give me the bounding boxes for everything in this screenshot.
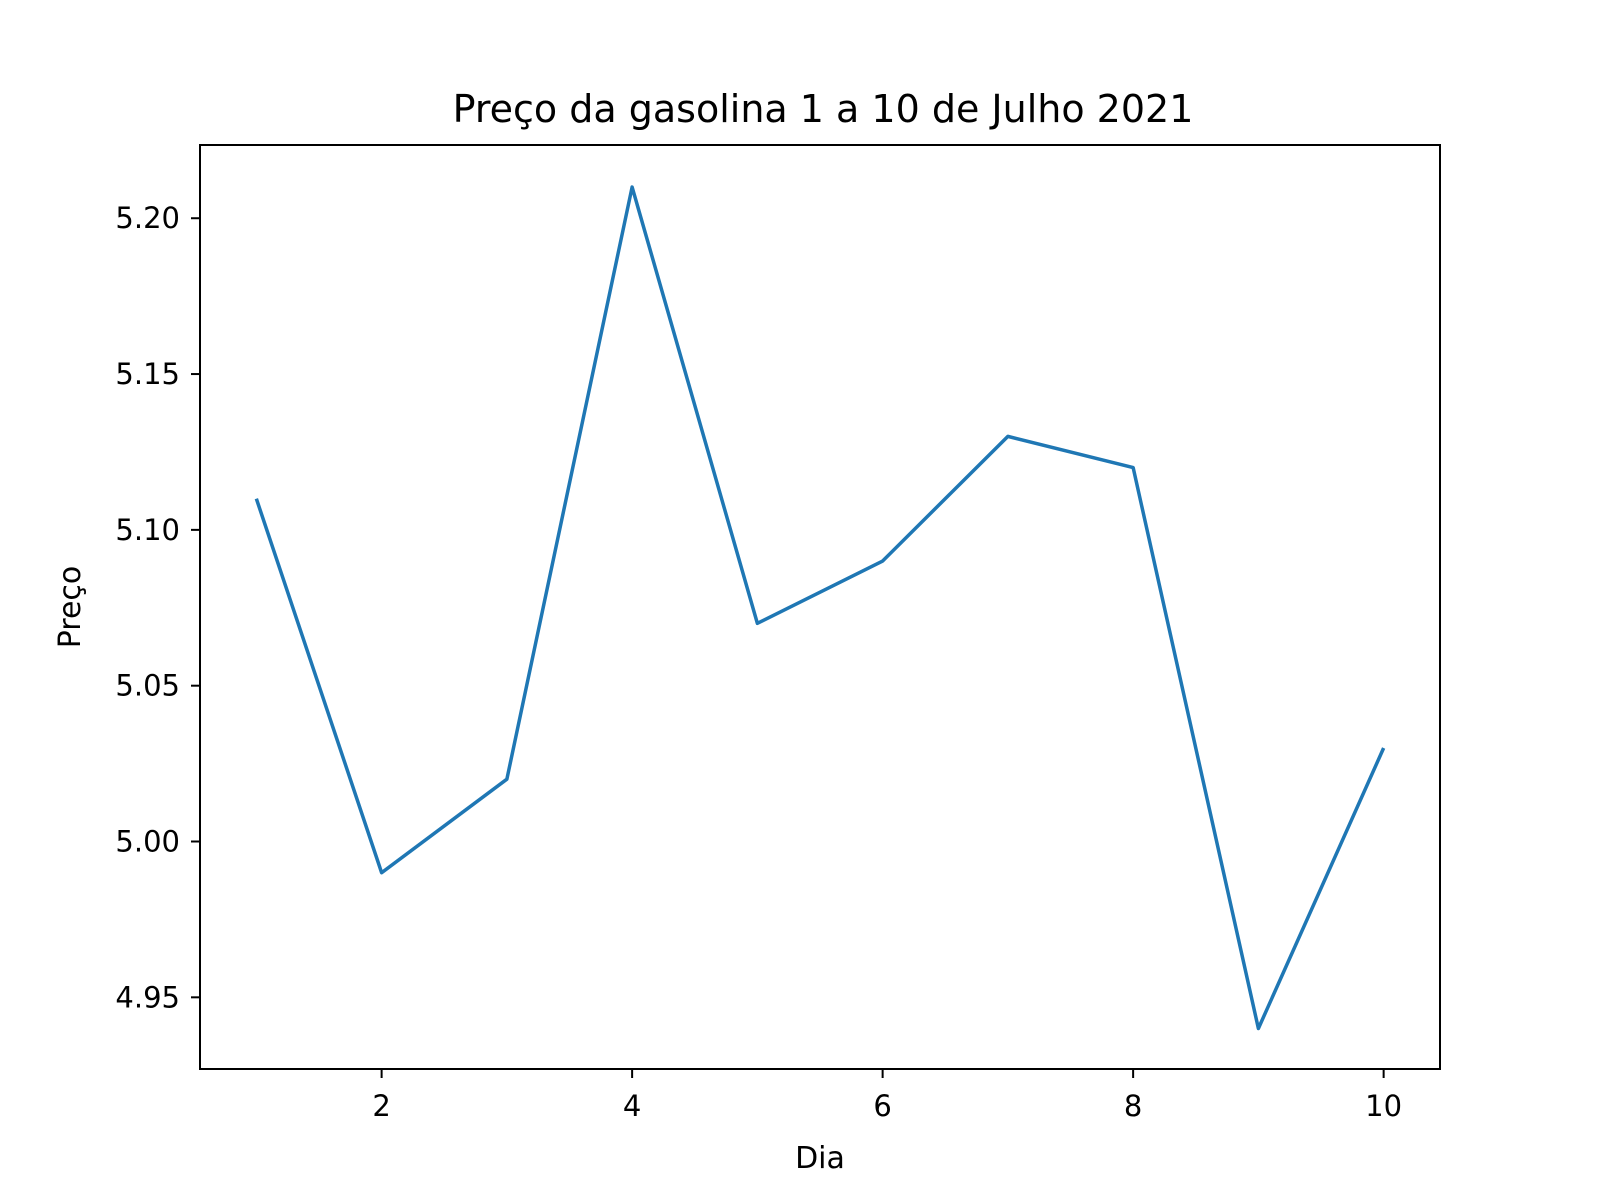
x-axis-label: Dia <box>795 1141 845 1176</box>
y-tick-label: 4.95 <box>115 980 180 1014</box>
y-axis: 4.95 5.00 5.05 5.10 5.15 5.20 <box>115 201 200 1014</box>
x-axis: 2 4 6 8 10 <box>372 1069 1402 1123</box>
series-line <box>254 185 1386 1031</box>
y-tick-label: 5.15 <box>115 357 180 391</box>
x-tick-label: 6 <box>873 1089 891 1123</box>
series-group <box>254 185 1386 1031</box>
x-tick-label: 4 <box>623 1089 641 1123</box>
y-tick-label: 5.20 <box>115 201 180 235</box>
chart-title: Preço da gasolina 1 a 10 de Julho 2021 <box>453 87 1194 131</box>
x-tick-label: 8 <box>1124 1089 1142 1123</box>
y-tick-label: 5.00 <box>115 825 180 859</box>
x-tick-label: 2 <box>372 1089 390 1123</box>
x-tick-label: 10 <box>1365 1089 1402 1123</box>
y-tick-label: 5.05 <box>115 669 180 703</box>
plot-area-frame <box>199 144 1441 1070</box>
y-tick-label: 5.10 <box>115 513 180 547</box>
y-axis-label: Preço <box>53 566 88 649</box>
